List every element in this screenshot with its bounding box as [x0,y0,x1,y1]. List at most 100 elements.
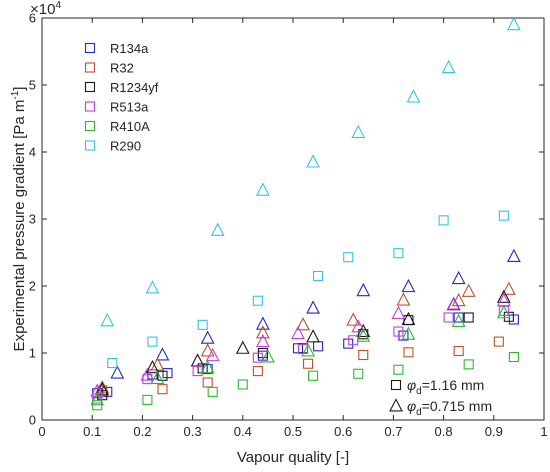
data-point-triangle [100,313,115,327]
legend-marker [84,62,96,73]
x-tick-label: 0.7 [384,424,402,439]
data-point-triangle [506,248,521,263]
legend-label: R1234yf [110,80,159,95]
data-point-square [453,312,464,323]
data-point-triangle [356,328,371,342]
data-point-triangle [356,323,371,338]
x-tick-label: 0.2 [133,424,151,439]
data-point-triangle [190,353,205,367]
y-axis: 0 1 2 3 4 5 6 [29,11,544,428]
y-multiplier-base: ×10 [30,1,55,18]
data-point-triangle [301,343,315,357]
legend: R134a R32 R1234yf R513a R410A R290 [84,41,159,154]
series-r32 [95,281,516,396]
data-point-square [498,210,509,221]
legend-marker [84,101,96,112]
data-point-triangle [461,283,476,297]
series-r134a [92,248,521,399]
marker-legend-value: =0.715 mm [422,398,492,414]
data-point-square [157,370,168,381]
legend-marker [84,140,96,151]
data-point-square [313,270,324,282]
y-tick-label: 4 [29,145,36,160]
data-point-triangle [401,278,416,293]
data-point-triangle [210,222,225,236]
data-point-square [157,384,168,395]
data-point-square [438,215,449,226]
data-point-square [443,312,454,323]
data-point-triangle [356,282,371,297]
data-point-square [393,248,404,259]
legend-item: R32 [84,61,134,76]
data-point-triangle [291,325,305,340]
data-point-triangle [255,333,270,348]
legend-marker [84,42,96,54]
y-tick-label: 0 [29,413,36,428]
y-tick-label: 3 [29,212,36,227]
data-point-triangle [496,289,511,303]
y-axis-label: Experimental pressure gradient [Pa m-1] [10,87,28,352]
y-tick-label: 5 [29,78,36,93]
data-point-triangle [306,300,320,314]
legend-item: R1234yf [84,80,159,95]
data-point-square [107,357,118,369]
data-point-square [463,312,474,323]
y-axis-label-main: Experimental pressure gradient [Pa m [11,100,28,352]
data-point-triangle [446,296,461,310]
data-point-triangle [306,154,320,168]
data-point-square [147,336,158,347]
y-axis-label-unit-exponent: -1 [10,90,21,99]
data-point-square [403,347,414,358]
marker-legend-item: φd=0.715 mm [389,398,492,418]
data-point-triangle [346,312,361,326]
data-point-triangle [396,292,411,306]
legend-item: R134a [84,41,149,56]
data-point-triangle [401,311,416,326]
data-point-square [343,252,354,263]
x-tick-label: 0.8 [435,424,453,439]
data-point-triangle [406,89,421,103]
data-point-triangle [205,347,220,362]
marker-legend-triangle [389,398,403,412]
marker-legend-item: φd=1.16 mm [390,377,484,397]
series-r410a [90,305,519,411]
x-tick-label: 0.5 [284,424,302,439]
data-point-square [142,394,153,405]
data-point-triangle [255,325,270,339]
legend-item: R410A [84,119,150,134]
y-multiplier-exponent: 4 [55,0,61,11]
data-point-triangle [496,305,511,319]
data-point-triangle [451,292,466,307]
legend-label: R32 [110,61,134,76]
marker-legend-value: =1.16 mm [422,377,485,393]
legend-label: R513a [110,100,149,115]
data-point-square [393,326,404,337]
series-r290 [100,16,521,369]
data-point-square [252,366,263,377]
data-point-triangle [255,182,270,196]
data-point-square [453,345,464,357]
data-point-square [508,351,519,363]
data-point-square [358,349,369,361]
legend-label: R290 [110,139,141,154]
legend-item: R513a [84,100,149,115]
data-point-triangle [155,347,170,361]
marker-legend-subscript: d [416,386,422,397]
data-point-triangle [145,280,160,294]
x-axis-label: Vapour quality [-] [237,449,349,466]
data-point-square [142,374,153,385]
y-tick-label: 6 [29,11,36,26]
data-point-square [237,379,248,390]
data-point-triangle [200,359,215,374]
marker-legend-square [390,379,402,391]
data-point-triangle [110,365,125,379]
marker-legend-label: φd=1.16 mm [407,377,484,397]
x-tick-label: 0.1 [83,424,101,439]
y-axis-label-close: ] [11,87,28,91]
data-point-triangle [451,270,466,285]
data-point-triangle [351,124,366,139]
data-point-triangle [150,370,165,384]
x-tick-label: 0 [38,424,45,439]
x-tick-label: 0.9 [485,424,503,439]
